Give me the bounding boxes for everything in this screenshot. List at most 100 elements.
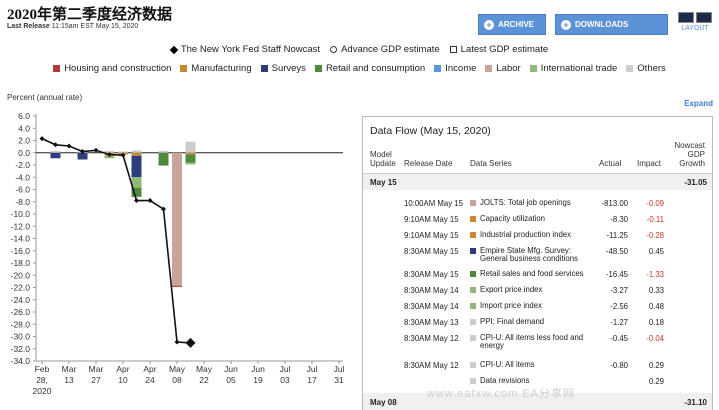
group-date: May 08 [370, 398, 397, 407]
impact-value: -0.28 [646, 231, 664, 240]
impact-value: 0.29 [648, 361, 664, 370]
header-nowcast: Nowcast GDP Growth [674, 141, 705, 168]
category-swatch [470, 362, 476, 368]
x-tick-label: Jun [224, 364, 238, 374]
last-release: Last Release 11:15am EST May 15, 2020 [7, 23, 138, 30]
x-tick-label: 17 [307, 375, 317, 385]
x-tick-label: 19 [253, 375, 263, 385]
watermark: www.eafxw.com EA分享网 [427, 388, 575, 400]
legend-category-item: Others [626, 63, 666, 74]
nowcast-point [93, 147, 99, 153]
release-date: 10:00AM May 15 [404, 199, 463, 208]
legend-advance-label: Advance GDP estimate [341, 44, 440, 55]
x-tick-label: 28, [36, 375, 48, 385]
legend-estimates: The New York Fed Staff Nowcast Advance G… [0, 44, 719, 55]
y-tick-label: -34.0 [11, 356, 31, 366]
nowcast-line [41, 137, 191, 344]
legend-category-label: Manufacturing [191, 63, 252, 74]
y-tick-label: 0.0 [18, 148, 30, 158]
legend-category-label: Labor [496, 63, 521, 74]
contribution-bar [158, 152, 169, 166]
expand-link[interactable]: Expand [684, 99, 713, 108]
y-tick-label: -30.0 [11, 332, 31, 342]
x-tick-label: 22 [199, 375, 209, 385]
nowcast-point [120, 152, 126, 158]
nowcast-point [107, 152, 112, 158]
data-flow-panel: Data Flow (May 15, 2020) Model Update Re… [362, 116, 713, 410]
x-tick-label: 08 [172, 375, 182, 385]
y-tick-label: -6.0 [15, 185, 30, 195]
nowcast-point [134, 198, 139, 204]
header-impact: Impact [637, 159, 662, 168]
y-tick-label: -14.0 [11, 234, 31, 244]
nowcast-point [66, 143, 72, 149]
legend-latest: Latest GDP estimate [449, 44, 548, 55]
contribution-bar [131, 187, 142, 197]
y-tick-label: -4.0 [15, 172, 30, 182]
x-tick-label: 31 [334, 375, 344, 385]
actual-value: -3.27 [610, 286, 628, 295]
impact-value: 0.45 [648, 247, 664, 256]
actual-value: -8.30 [610, 215, 628, 224]
nowcast-chart: 6.0 4.0 2.0 0.0 -2.0 -4.0 -6.0 -8.0 -10.0 -12.0 -1… [11, 111, 345, 396]
legend-category-label: Housing and construction [64, 63, 172, 74]
legend-swatch [53, 65, 61, 72]
archive-label: ARCHIVE [498, 20, 535, 29]
archive-button[interactable]: + ARCHIVE [478, 14, 546, 35]
square-icon [449, 46, 457, 53]
legend-advance: Advance GDP estimate [330, 44, 440, 55]
impact-value: -0.04 [646, 334, 664, 343]
layout-panel-icon [678, 12, 694, 23]
group-row[interactable]: May 08 -31.10 [363, 393, 712, 410]
y-tick-label: -32.0 [11, 344, 31, 354]
plus-icon: + [561, 19, 571, 30]
nowcast-point [53, 142, 58, 148]
y-tick-label: -8.0 [15, 197, 30, 207]
header-actual: Actual [599, 159, 622, 168]
contribution-bar [131, 155, 142, 178]
panel-title: Data Flow (May 15, 2020) [370, 125, 491, 137]
x-tick-label: 10 [118, 375, 128, 385]
legend-swatch [180, 65, 188, 72]
category-swatch [470, 200, 476, 206]
x-tick-label: Mar [62, 364, 77, 374]
y-tick-label: -22.0 [11, 283, 31, 293]
y-tick-label: -26.0 [11, 307, 31, 317]
category-swatch [470, 287, 476, 293]
x-tick-label: Jun [251, 364, 265, 374]
impact-value: -1.33 [646, 270, 664, 279]
y-axis-label: Percent (annual rate) [7, 93, 83, 102]
legend-nowcast: The New York Fed Staff Nowcast [169, 44, 320, 55]
group-row[interactable]: May 15 -31.05 [363, 174, 712, 190]
legend-swatch [626, 65, 634, 72]
category-swatch [470, 232, 476, 238]
layout-toggle[interactable]: LAYOUT [676, 12, 714, 36]
group-nowcast: -31.10 [684, 398, 707, 407]
legend-category-item: Income [434, 63, 476, 74]
legend-swatch [314, 65, 322, 72]
category-swatch [470, 378, 476, 384]
x-tick-label: 24 [145, 375, 155, 385]
x-tick-label: 05 [226, 375, 236, 385]
header-release-date: Release Date [404, 159, 453, 168]
nowcast-point [174, 339, 180, 345]
release-date: 8:30AM May 14 [404, 302, 459, 311]
category-swatch [470, 248, 476, 254]
data-series: Export price index [480, 285, 543, 294]
group-date: May 15 [370, 178, 397, 187]
last-release-value: 11:15am EST May 15, 2020 [51, 23, 139, 30]
group-nowcast: -31.05 [684, 178, 707, 187]
y-tick-label: -16.0 [11, 246, 31, 256]
x-tick-label: May [196, 364, 213, 374]
downloads-button[interactable]: + DOWNLOADS [555, 14, 668, 35]
release-date: 8:30AM May 12 [404, 361, 459, 370]
impact-value: 0.18 [648, 318, 664, 327]
release-date: 8:30AM May 13 [404, 318, 459, 327]
legend-swatch [529, 65, 537, 72]
legend-swatch [260, 65, 268, 72]
legend-category-item: Manufacturing [180, 63, 252, 74]
x-tick-label: May [169, 364, 186, 374]
x-tick-label: Jul [307, 364, 318, 374]
last-release-label: Last Release [7, 23, 50, 30]
category-swatch [470, 271, 476, 277]
